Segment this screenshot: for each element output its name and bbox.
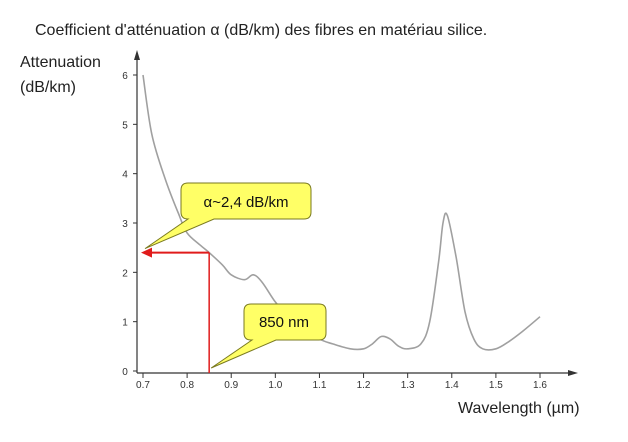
y-tick-label: 1 bbox=[122, 318, 128, 329]
y-tick-label: 6 bbox=[122, 71, 128, 82]
chart-title: Coefficient d'atténuation α (dB/km) des … bbox=[35, 22, 487, 39]
wavelength-callout-text: 850 nm bbox=[259, 314, 309, 331]
y-tick-label: 2 bbox=[122, 268, 128, 279]
x-axis-arrow-icon bbox=[568, 370, 578, 376]
x-tick-label: 1.1 bbox=[312, 380, 326, 391]
y-tick-label: 3 bbox=[122, 219, 128, 230]
x-tick-label: 0.8 bbox=[180, 380, 194, 391]
x-tick-group: 0.7 0.8 0.9 1.0 1.1 1.2 1.3 1.4 1.5 1.6 bbox=[136, 373, 547, 391]
x-tick-label: 1.5 bbox=[489, 380, 503, 391]
x-tick-label: 1.6 bbox=[533, 380, 547, 391]
x-axis-label: Wavelength (µm) bbox=[458, 400, 580, 417]
y-axis-label-line1: Attenuation bbox=[20, 54, 101, 71]
y-axis-label-line2: (dB/km) bbox=[20, 79, 76, 96]
wavelength-callout: 850 nm bbox=[210, 303, 327, 369]
attenuation-callout-text: α~2,4 dB/km bbox=[204, 194, 289, 211]
y-tick-label: 5 bbox=[122, 120, 128, 131]
y-axis-arrow-icon bbox=[134, 50, 140, 60]
attenuation-marker-arrow-icon bbox=[141, 247, 152, 258]
x-tick-label: 1.0 bbox=[268, 380, 282, 391]
wavelength-callout-shape bbox=[210, 303, 327, 369]
x-tick-label: 1.2 bbox=[357, 380, 371, 391]
attenuation-callout: α~2,4 dB/km bbox=[144, 182, 312, 250]
y-tick-label: 0 bbox=[122, 367, 128, 378]
attenuation-callout-shape bbox=[144, 182, 312, 250]
x-tick-label: 0.9 bbox=[224, 380, 238, 391]
y-tick-label: 4 bbox=[122, 170, 128, 181]
x-tick-label: 0.7 bbox=[136, 380, 150, 391]
y-tick-group: 0 1 2 3 4 5 6 bbox=[122, 71, 137, 378]
x-tick-label: 1.4 bbox=[445, 380, 459, 391]
x-tick-label: 1.3 bbox=[401, 380, 415, 391]
